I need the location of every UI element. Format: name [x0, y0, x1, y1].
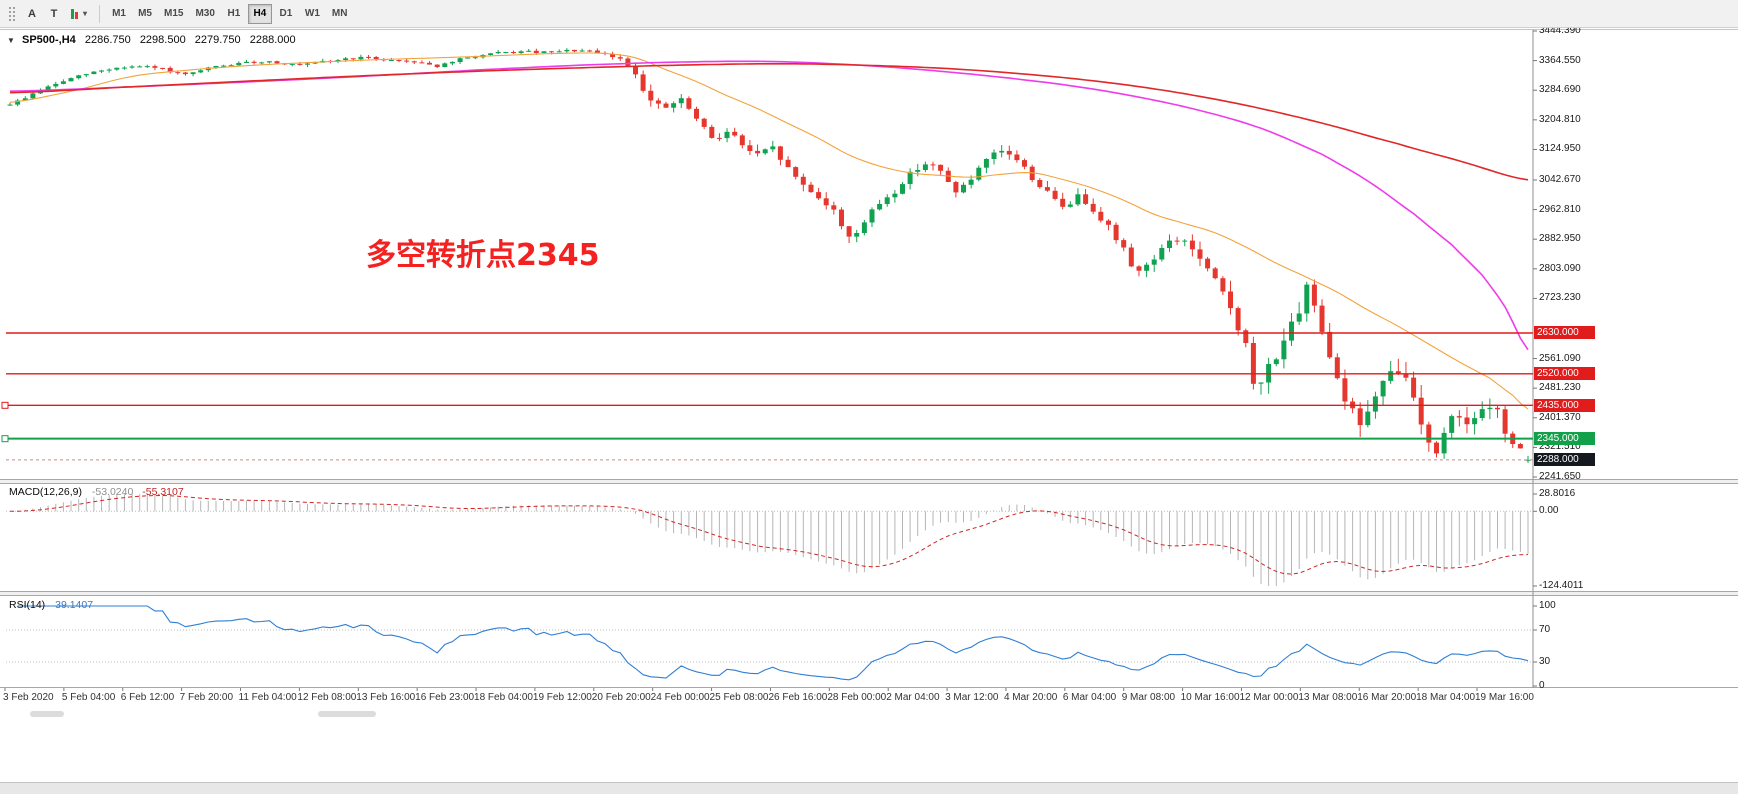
annotation-tool-button[interactable]: A [22, 4, 42, 24]
timeframe-button-h4[interactable]: H4 [247, 3, 272, 24]
toolbar-separator [99, 4, 101, 23]
macd-histogram [17, 493, 1529, 586]
ohlc-open-value: 2286.750 [84, 34, 131, 46]
rsi-name: RSI(14) [9, 599, 46, 611]
ma-fast-line [9, 52, 1529, 410]
timeframe-button-m30[interactable]: M30 [190, 4, 219, 24]
line-handle[interactable] [1, 401, 9, 409]
ohlc-low-value: 2279.750 [194, 34, 241, 46]
chevron-down-icon: ▾ [83, 9, 88, 18]
line-handle[interactable] [1, 435, 9, 443]
ohlc-close-value: 2288.000 [249, 34, 296, 46]
expand-arrow-icon[interactable]: ▼ [7, 36, 15, 45]
ma-slow-line [9, 63, 1529, 181]
toolbar-grip-handle[interactable] [8, 5, 16, 22]
macd-signal-value: -55.3107 [142, 486, 184, 498]
candles [7, 48, 1531, 463]
trend-annotation-text[interactable]: 多空转折点2345 [366, 238, 600, 273]
bottom-tab[interactable] [318, 711, 376, 717]
macd-main-value: -53.0240 [91, 486, 134, 498]
timeframe-group: M1 M5 M15 M30 H1 H4 D1 W1 MN [106, 3, 353, 24]
timeframe-button-m15[interactable]: M15 [159, 4, 188, 24]
timeframe-button-m5[interactable]: M5 [133, 4, 157, 24]
rsi-label: RSI(14) 39.1407 [9, 599, 93, 611]
rsi-line [17, 605, 1529, 681]
chart-mode-button[interactable]: ▾ [66, 4, 92, 24]
macd-signal-line [9, 494, 1529, 575]
chart-bars-icon [71, 8, 78, 19]
timeframe-button-w1[interactable]: W1 [300, 4, 325, 24]
chart-header: ▼ SP500-,H4 2286.750 2298.500 2279.750 2… [7, 34, 296, 46]
timeframe-button-d1[interactable]: D1 [274, 4, 298, 24]
time-axis[interactable] [0, 688, 1533, 708]
timeframe-button-m1[interactable]: M1 [107, 4, 131, 24]
text-tool-button[interactable]: T [44, 4, 64, 24]
macd-label: MACD(12,26,9) -53.0240 -55.3107 [9, 486, 184, 498]
timeframe-button-h1[interactable]: H1 [222, 4, 246, 24]
macd-name: MACD(12,26,9) [9, 486, 82, 498]
price-axis[interactable] [1533, 30, 1738, 688]
symbol-period-label: SP500-,H4 [21, 34, 76, 46]
toolbar: A T ▾ M1 M5 M15 M30 H1 H4 D1 W1 MN [0, 0, 1738, 28]
timeframe-button-mn[interactable]: MN [327, 4, 353, 24]
bottom-tab[interactable] [30, 711, 64, 717]
rsi-value: 39.1407 [55, 599, 94, 611]
status-bar [0, 782, 1738, 794]
ma-mid-line [9, 60, 1529, 351]
ohlc-high-value: 2298.500 [139, 34, 186, 46]
